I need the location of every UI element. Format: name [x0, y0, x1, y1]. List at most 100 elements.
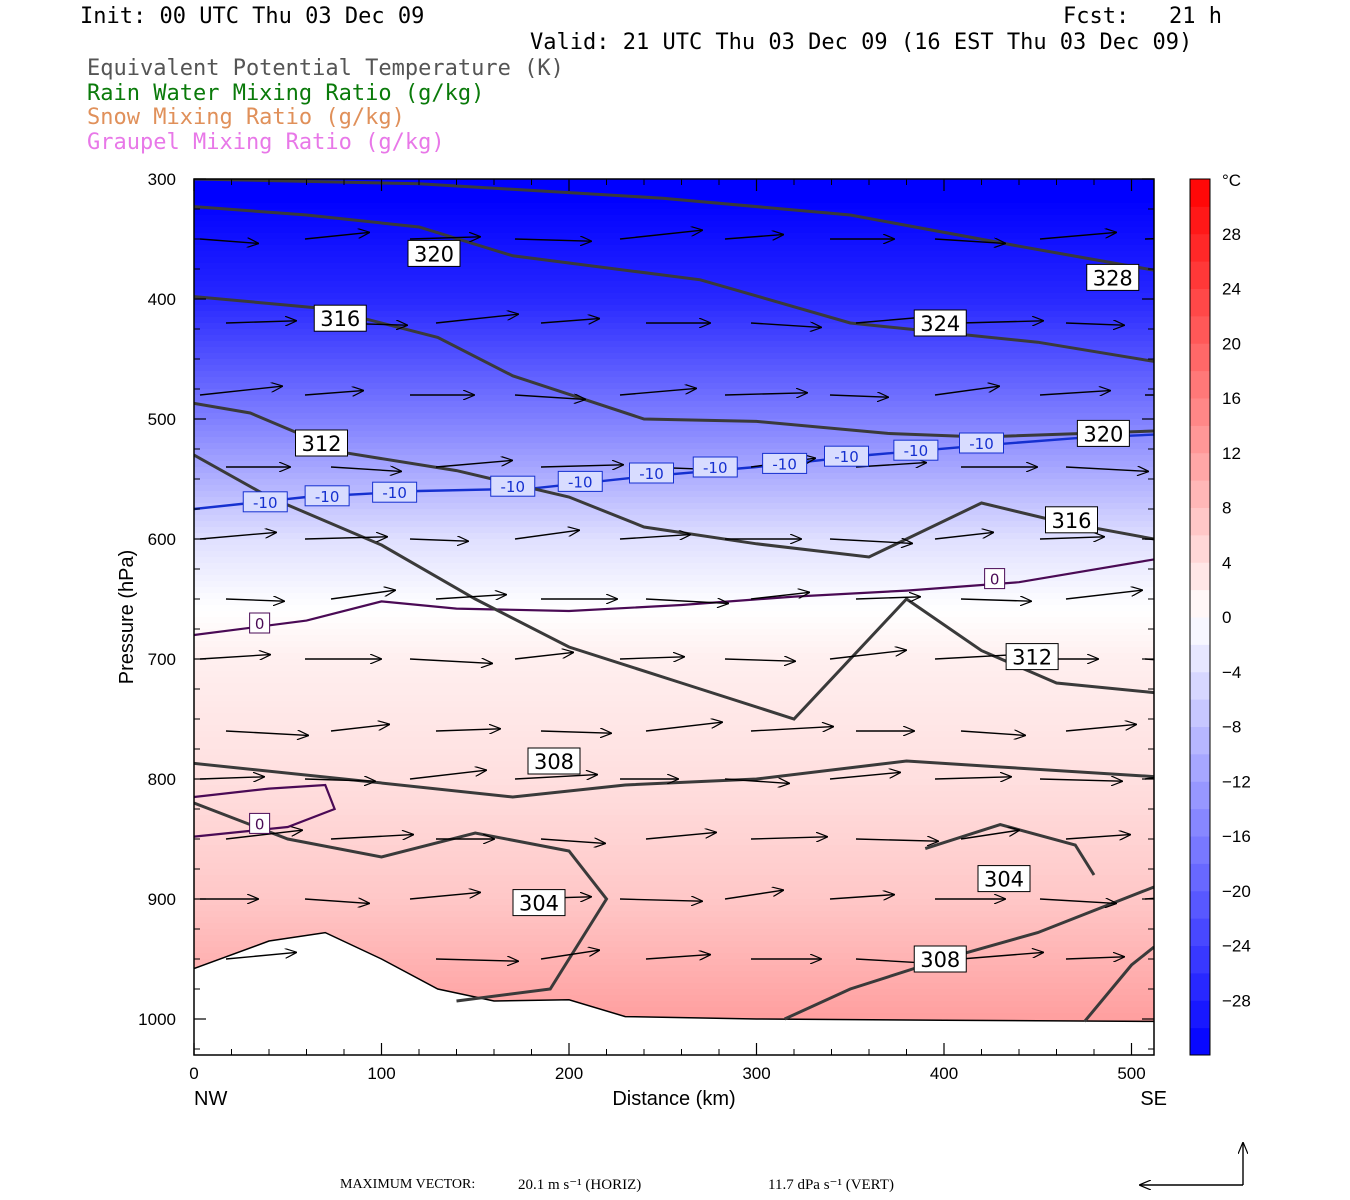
temperature-band — [194, 797, 1154, 804]
wind-vector — [540, 839, 605, 843]
wind-vector — [1144, 897, 1154, 900]
temperature-band — [194, 701, 1154, 708]
wind-vector — [199, 655, 270, 659]
temperature-band — [194, 815, 1154, 822]
wind-vector — [1065, 590, 1142, 600]
temperature-band — [194, 929, 1154, 936]
theta-e-label-box — [1086, 263, 1140, 291]
y-tick-label: 900 — [148, 890, 176, 909]
temperature-band — [194, 887, 1154, 894]
wind-vector — [645, 832, 716, 840]
colorbar-segment — [1190, 863, 1210, 892]
temperature-band — [194, 251, 1154, 258]
field-label-rain: Rain Water Mixing Ratio (g/kg) — [87, 81, 485, 106]
temperature-band — [194, 839, 1154, 846]
wind-vector — [829, 772, 900, 780]
reference-vector-icon — [1140, 1143, 1243, 1185]
temperature-band — [194, 191, 1154, 198]
colorbar-label: 16 — [1222, 389, 1241, 408]
colorbar-segment — [1190, 179, 1210, 207]
temperature-band — [194, 881, 1154, 888]
wind-vector — [960, 731, 1025, 735]
colorbar-label: −24 — [1222, 937, 1251, 956]
temperature-band — [194, 863, 1154, 870]
temperature-band — [194, 575, 1154, 582]
temperature-band — [194, 521, 1154, 528]
wind-vector — [225, 321, 296, 323]
temperature-band — [194, 821, 1154, 828]
minus10-label: -10 — [969, 435, 994, 453]
temperature-band — [194, 431, 1154, 438]
valid-time: Valid: 21 UTC Thu 03 Dec 09 (16 EST Thu … — [530, 30, 1193, 55]
zero-label-box — [249, 612, 271, 634]
temperature-band — [194, 359, 1154, 366]
temperature-band — [194, 857, 1154, 864]
temperature-band — [194, 935, 1154, 942]
temperature-band — [194, 911, 1154, 918]
temperature-band — [194, 605, 1154, 612]
wind-vector — [934, 239, 1005, 243]
zero-label-box — [249, 812, 271, 834]
wind-vector — [514, 652, 573, 660]
colorbar-segment — [1190, 918, 1210, 946]
minus10-label-box — [242, 491, 288, 513]
temperature-band — [194, 689, 1154, 696]
temperature-band — [194, 893, 1154, 900]
colorbar-segment — [1190, 1000, 1210, 1029]
wind-vector — [855, 597, 920, 599]
temperature-band — [194, 401, 1154, 408]
minus10-label: -10 — [772, 455, 797, 473]
temperature-band — [194, 179, 1154, 186]
colorbar-label: 24 — [1222, 280, 1241, 299]
theta-e-contour-304 — [194, 801, 609, 1003]
colorbar-label: 0 — [1222, 608, 1231, 627]
colorbar-segment — [1190, 808, 1210, 837]
theta-e-label: 304 — [984, 868, 1024, 892]
x-tick-label: 400 — [930, 1064, 958, 1083]
minus10-label-box — [490, 475, 536, 497]
wind-vector — [330, 590, 395, 600]
theta-e-label-box — [527, 747, 581, 775]
temperature-band — [194, 755, 1154, 762]
theta-e-label: 320 — [1083, 422, 1123, 446]
wind-vector — [409, 539, 468, 541]
colorbar-label: −4 — [1222, 663, 1241, 682]
colorbar-label: −12 — [1222, 772, 1251, 791]
colorbar-segment — [1190, 726, 1210, 755]
max-vector-label: MAXIMUM VECTOR: — [340, 1177, 476, 1192]
theta-e-label: 320 — [414, 242, 454, 266]
colorbar-segment — [1190, 589, 1210, 618]
theta-e-label-box — [1005, 643, 1059, 671]
field-label-graupel: Graupel Mixing Ratio (g/kg) — [87, 130, 445, 155]
colorbar-label: −28 — [1222, 991, 1251, 1010]
temperature-band — [194, 1007, 1154, 1014]
temperature-band — [194, 503, 1154, 510]
plot-frame — [193, 178, 1155, 1056]
colorbar-segment — [1190, 233, 1210, 262]
minus10-label: -10 — [703, 459, 728, 477]
below-ground-mask — [194, 932, 1154, 1055]
colorbar-label: 8 — [1222, 499, 1231, 518]
wind-vector — [304, 391, 363, 395]
x-tick-label: 500 — [1117, 1064, 1145, 1083]
temperature-band — [194, 383, 1154, 390]
temperature-band — [194, 965, 1154, 972]
colorbar-label: −20 — [1222, 882, 1251, 901]
temperature-band — [194, 311, 1154, 318]
colorbar-segment — [1190, 972, 1210, 1001]
wind-vector — [514, 239, 591, 241]
wind-vector — [960, 830, 1019, 840]
temperature-band — [194, 905, 1154, 912]
temperature-band — [194, 641, 1154, 648]
wind-vector — [1065, 467, 1148, 471]
colorbar-segment — [1190, 288, 1210, 317]
zero-label-box — [984, 568, 1006, 590]
minus10-label: -10 — [904, 442, 929, 460]
wind-vector — [750, 323, 821, 327]
temperature-band — [194, 491, 1154, 498]
theta-e-contour-324 — [194, 205, 1154, 363]
temperature-band — [194, 185, 1154, 192]
y-tick-label: 800 — [148, 770, 176, 789]
temperature-band — [194, 515, 1154, 522]
wind-vector — [199, 386, 282, 396]
